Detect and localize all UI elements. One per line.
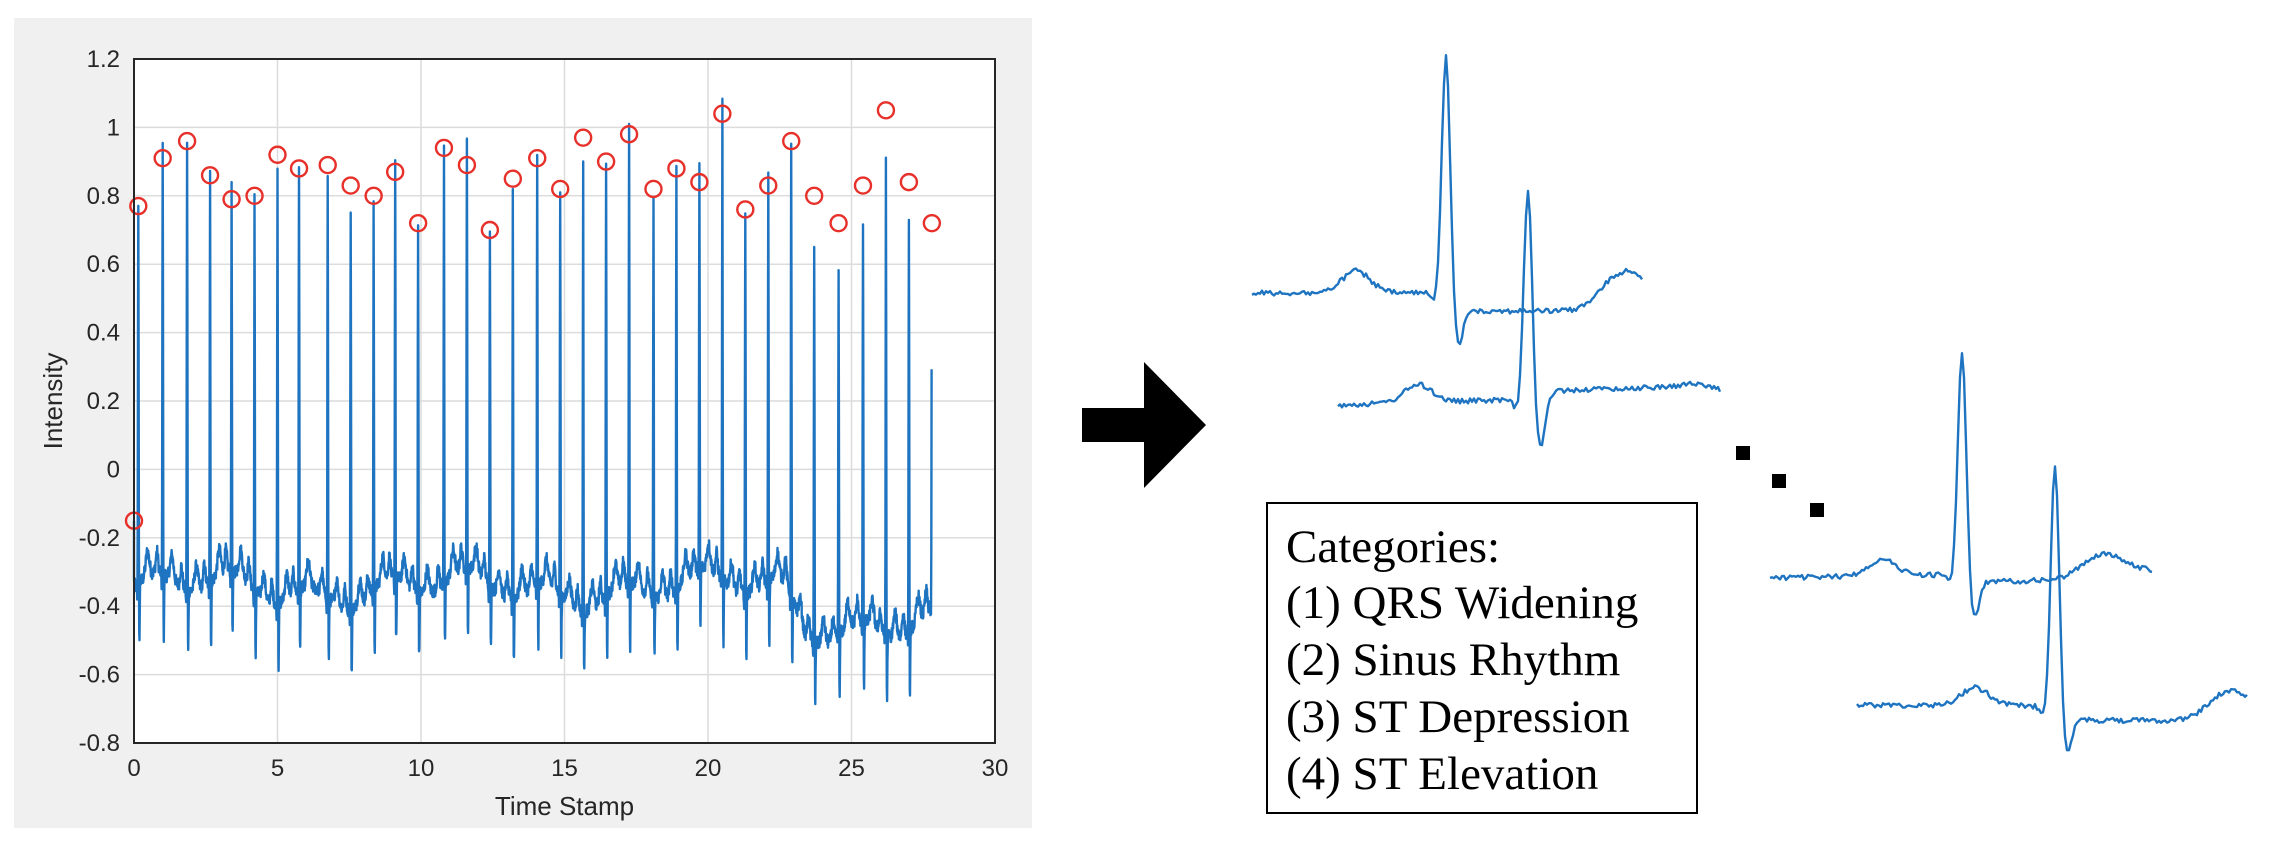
category-item-1: (1) QRS Widening xyxy=(1286,577,1638,629)
peak-marker xyxy=(876,101,896,120)
peak-marker xyxy=(289,159,309,178)
peak-marker xyxy=(736,200,755,219)
peak-marker xyxy=(129,196,148,216)
x-tick-label: 20 xyxy=(695,755,722,782)
peak-marker xyxy=(341,176,360,195)
category-item-4: (4) ST Elevation xyxy=(1286,748,1598,800)
y-tick-label: 0.2 xyxy=(87,388,120,415)
x-axis-label: Time Stamp xyxy=(495,791,634,821)
y-tick-label: -0.8 xyxy=(79,730,120,757)
peak-marker xyxy=(457,155,477,175)
peak-marker xyxy=(853,176,873,195)
x-tick-label: 15 xyxy=(551,755,578,782)
peak-marker xyxy=(318,155,337,175)
peak-marker xyxy=(899,172,919,192)
peak-marker xyxy=(804,186,824,206)
categories-heading: Categories: xyxy=(1286,521,1500,573)
right-arrow-icon xyxy=(1082,362,1206,488)
peak-marker xyxy=(528,148,547,168)
peak-marker xyxy=(480,220,500,240)
x-tick-label: 0 xyxy=(127,755,140,782)
peak-marker xyxy=(177,131,197,151)
beat-segment xyxy=(1337,189,1722,447)
y-tick-label: -0.2 xyxy=(79,525,120,552)
y-tick-label: 0.8 xyxy=(87,183,120,210)
x-tick-label: 5 xyxy=(271,755,284,782)
peak-marker xyxy=(385,162,405,182)
y-tick-label: 0 xyxy=(107,456,120,483)
ellipsis-dots-icon xyxy=(1736,446,1824,517)
peak-marker xyxy=(245,186,264,206)
peak-marker xyxy=(782,131,801,151)
peak-marker xyxy=(503,169,523,188)
peak-marker xyxy=(596,152,616,171)
peak-markers xyxy=(124,101,942,530)
beat-segments xyxy=(1251,54,2248,752)
peak-marker xyxy=(644,179,663,199)
categories-frame xyxy=(1266,502,1698,814)
peak-marker xyxy=(922,213,942,233)
y-tick-label: 1 xyxy=(107,114,120,141)
x-tick-label: 25 xyxy=(838,755,865,782)
peak-marker xyxy=(222,190,241,209)
peak-marker xyxy=(550,179,570,199)
beat-segment xyxy=(1856,465,2248,752)
x-tick-labels: 0 5 10 15 20 25 30 xyxy=(127,755,1008,782)
x-tick-label: 10 xyxy=(408,755,435,782)
category-item-3: (3) ST Depression xyxy=(1286,691,1630,743)
y-tick-label: -0.6 xyxy=(79,662,120,689)
categories-box: Categories: (1) QRS Widening (2) Sinus R… xyxy=(1266,502,1698,814)
peak-marker xyxy=(153,148,172,168)
peak-marker xyxy=(408,213,428,233)
ecg-signal-line xyxy=(132,97,933,706)
peak-marker xyxy=(434,138,454,158)
peak-marker xyxy=(200,166,220,185)
ecg-chart: -0.8 -0.6 -0.4 -0.2 0 0.2 0.4 0.6 0.8 1 1.2 0 5 10 15… xyxy=(14,18,1032,828)
beat-segment xyxy=(1769,352,2153,616)
y-axis-label: Intensity xyxy=(38,353,68,450)
axes-frame xyxy=(133,58,996,744)
y-tick-labels: -0.8 -0.6 -0.4 -0.2 0 0.2 0.4 0.6 0.8 1 1.2 xyxy=(79,46,120,757)
beat-segment xyxy=(1251,54,1644,346)
category-item-2: (2) Sinus Rhythm xyxy=(1286,634,1620,686)
peak-marker xyxy=(573,128,593,147)
x-tick-label: 30 xyxy=(982,755,1009,782)
peak-marker xyxy=(364,186,383,206)
peak-marker xyxy=(268,145,287,164)
peak-marker xyxy=(690,172,709,192)
peak-marker xyxy=(759,176,778,195)
y-tick-label: 1.2 xyxy=(87,46,120,73)
peak-marker xyxy=(619,125,639,144)
y-tick-label: 0.6 xyxy=(87,251,120,278)
peak-marker xyxy=(713,104,732,123)
peak-marker xyxy=(829,213,848,233)
y-tick-label: -0.4 xyxy=(79,593,120,620)
peak-marker xyxy=(667,159,686,178)
y-tick-label: 0.4 xyxy=(87,320,120,347)
